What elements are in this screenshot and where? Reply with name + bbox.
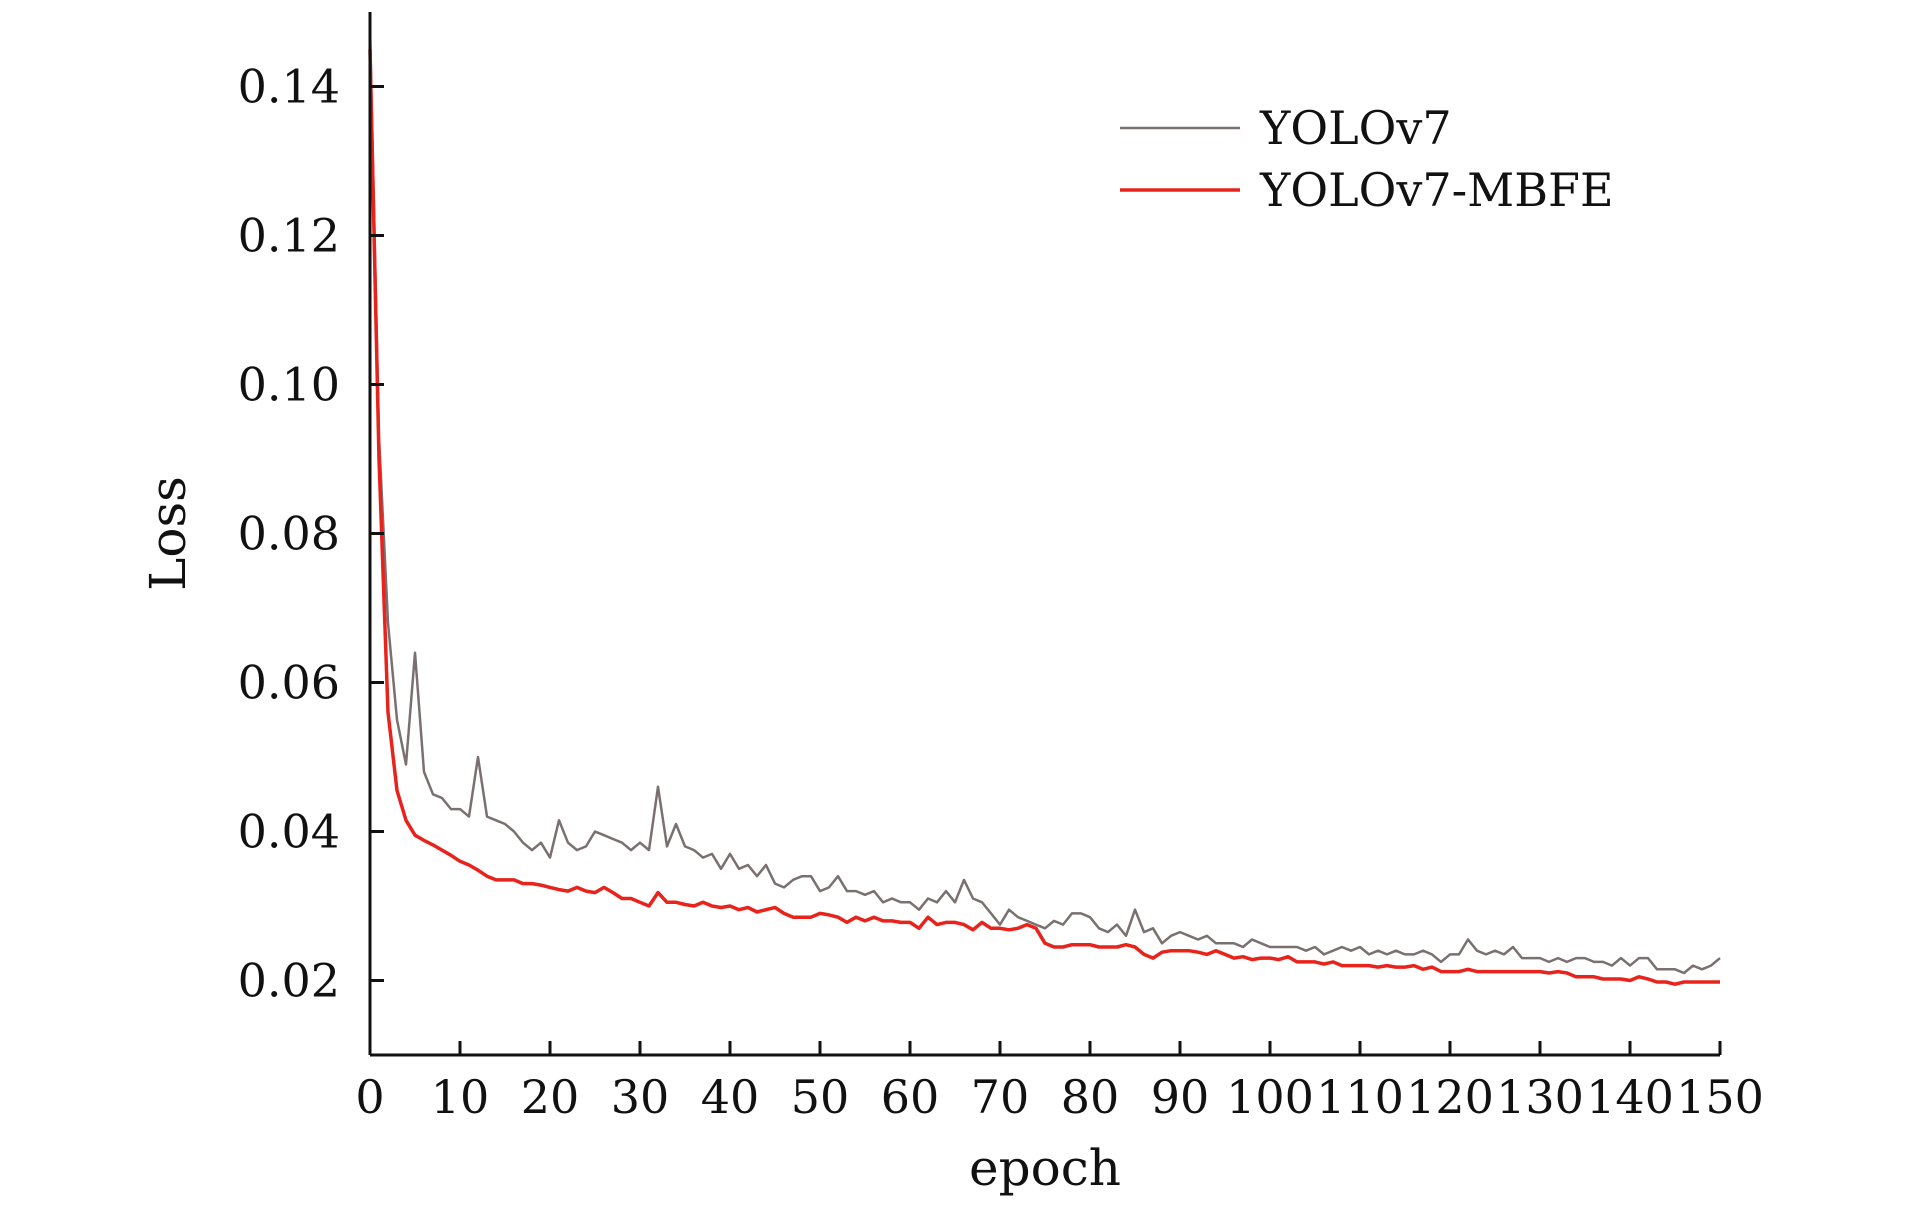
x-tick-label: 30 <box>611 1070 670 1124</box>
x-tick-label: 80 <box>1061 1070 1120 1124</box>
y-tick-label: 0.10 <box>238 358 340 412</box>
x-tick-label: 60 <box>881 1070 940 1124</box>
y-tick-label: 0.08 <box>238 507 340 561</box>
x-tick-label: 150 <box>1676 1070 1764 1124</box>
y-ticks: 0.02 0.04 0.06 0.08 0.10 0.12 0.14 <box>238 60 384 1008</box>
x-tick-label: 130 <box>1496 1070 1584 1124</box>
legend: YOLOv7 YOLOv7-MBFE <box>1120 101 1614 217</box>
series-line-yolov7-mbfe <box>368 49 1720 986</box>
series-lines <box>368 26 1721 986</box>
y-tick-label: 0.12 <box>238 209 340 263</box>
x-tick-label: 50 <box>791 1070 850 1124</box>
y-tick-label: 0.06 <box>238 656 340 710</box>
y-axis-title: Loss <box>139 476 197 591</box>
x-tick-label: 70 <box>971 1070 1030 1124</box>
y-tick-label: 0.04 <box>238 805 340 859</box>
x-tick-label: 120 <box>1406 1070 1494 1124</box>
x-tick-label: 110 <box>1316 1070 1404 1124</box>
x-tick-label: 20 <box>521 1070 580 1124</box>
y-tick-label: 0.02 <box>238 954 340 1008</box>
x-axis-title: epoch <box>969 1139 1121 1197</box>
x-tick-label: 90 <box>1151 1070 1210 1124</box>
x-ticks: 0 10 20 30 40 50 60 70 80 90 100 110 120 130 140 150 <box>355 1041 1764 1124</box>
legend-label: YOLOv7-MBFE <box>1259 163 1614 217</box>
x-tick-label: 100 <box>1226 1070 1314 1124</box>
series-line-yolov7 <box>368 26 1721 975</box>
legend-label: YOLOv7 <box>1259 101 1452 155</box>
x-tick-label: 140 <box>1586 1070 1674 1124</box>
x-tick-label: 10 <box>431 1070 490 1124</box>
y-tick-label: 0.14 <box>238 60 340 114</box>
x-tick-label: 40 <box>701 1070 760 1124</box>
x-tick-label: 0 <box>355 1070 384 1124</box>
